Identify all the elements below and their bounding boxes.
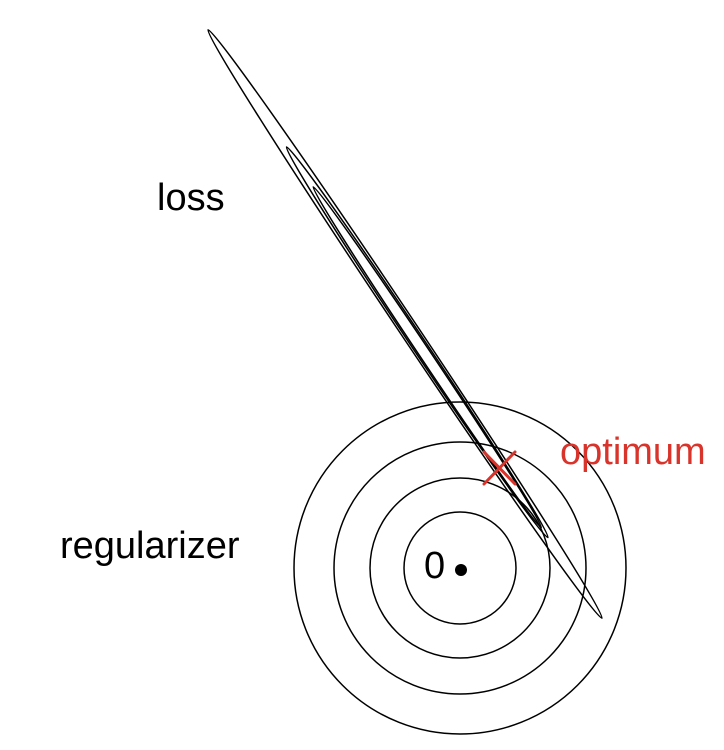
loss-contours xyxy=(207,29,603,619)
regularizer-contours xyxy=(293,401,627,735)
regularizer-contour-1 xyxy=(403,511,517,625)
dot-icon xyxy=(455,564,467,576)
regularizer-contour-4 xyxy=(293,401,627,735)
loss-contour-middle xyxy=(285,146,549,539)
origin-label: 0 xyxy=(424,545,445,587)
loss-contour-outer xyxy=(207,29,603,619)
regularizer-contour-3 xyxy=(333,441,587,695)
cross-mark-icon xyxy=(482,450,517,486)
loss-contour-inner xyxy=(312,186,543,529)
regularizer-contour-2 xyxy=(369,477,551,659)
loss-label: loss xyxy=(157,177,225,219)
optimum-label: optimum xyxy=(560,431,706,473)
regularizer-label: regularizer xyxy=(60,525,240,567)
